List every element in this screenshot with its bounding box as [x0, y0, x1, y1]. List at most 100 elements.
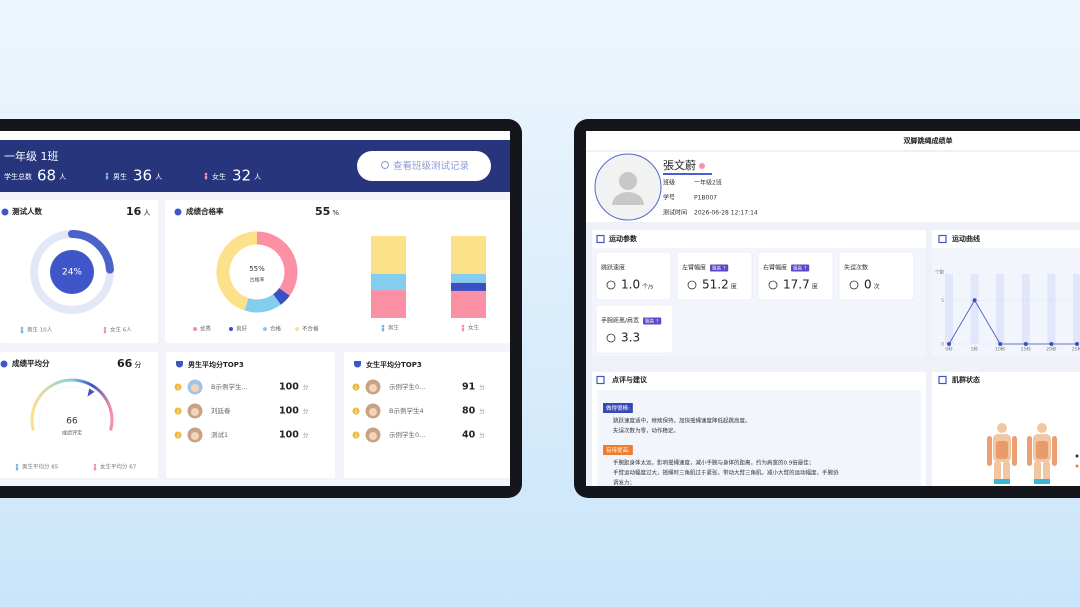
param-icon [687, 280, 697, 290]
avatar-face [369, 432, 377, 440]
top-list-card [166, 352, 335, 478]
badge [791, 264, 810, 272]
person-icon [103, 326, 107, 330]
param-label: 手腕距离/肩宽 [601, 317, 639, 325]
person-icon [204, 172, 208, 176]
ring-segment [256, 231, 298, 296]
comment-line: 跳跃速度适中，继续保持，加快摇绳速度降低起跳高度。 [613, 417, 751, 425]
rank-badge [352, 407, 360, 415]
unit: 次 [874, 283, 880, 291]
avatar-face [191, 432, 199, 440]
legend-dot [1075, 454, 1079, 458]
comment-line: 调发力； [613, 479, 635, 487]
legend-dot [1075, 464, 1079, 468]
x-tick-label: 15秒 [1021, 346, 1032, 353]
total-label: 学生总数 [4, 172, 32, 181]
body-leg [994, 461, 1001, 481]
body-muscle [1036, 441, 1048, 459]
field-value: P1B007 [694, 195, 717, 202]
x-tick-label: 10秒 [995, 346, 1006, 353]
trophy-icon [176, 361, 183, 368]
student-name: 测试1 [211, 430, 228, 439]
curve-point [998, 342, 1003, 346]
avatar-face [369, 408, 377, 416]
avatar-silhouette [619, 172, 637, 190]
rank-badge [352, 383, 360, 391]
girls-count: 32 [232, 167, 251, 185]
card-title: 女生平均分TOP3 [366, 360, 422, 369]
gauge-value: 66 [66, 417, 78, 427]
curve-point [972, 298, 977, 303]
class-name: 一年级 1班 [4, 149, 59, 163]
column-band [1073, 274, 1080, 344]
field-label: 班级 [663, 179, 675, 187]
body-leg [1034, 461, 1041, 481]
x-tick-label: 20秒 [1046, 346, 1057, 353]
column-band [970, 274, 979, 344]
comments-area [597, 390, 921, 486]
ring-segment [216, 231, 258, 311]
legend-label: 合格 [270, 325, 282, 333]
ring-label: 24% [62, 268, 82, 278]
boys-count: 36 [133, 167, 152, 185]
girls-average: 女生平均分 67 [100, 463, 137, 471]
avatar-face [369, 384, 377, 392]
param-icon [606, 280, 616, 290]
unit: 分 [303, 408, 309, 416]
student-score: 91 [462, 382, 475, 393]
body-foot [994, 479, 1010, 484]
unit: 分 [479, 432, 485, 440]
y-tick-label: 0 [941, 342, 944, 348]
person-icon [461, 327, 465, 332]
person-icon [105, 172, 109, 176]
profile-panel [586, 152, 1080, 222]
gender-icon [699, 163, 705, 169]
tag [603, 445, 633, 455]
person-icon [204, 175, 208, 180]
param-card [838, 251, 915, 301]
column-band [1047, 274, 1056, 344]
unit: 人 [155, 173, 162, 181]
person-icon [20, 329, 24, 334]
unit: 人 [59, 173, 66, 181]
curve-line [948, 299, 1077, 345]
unit: 度 [812, 283, 818, 291]
unit: 人 [254, 173, 261, 181]
bar-label: 男生 [388, 324, 400, 332]
card-value: 66 [117, 357, 133, 370]
rank-badge [174, 431, 182, 439]
body-arm [987, 436, 992, 466]
param-card [595, 304, 674, 354]
title-icon [1, 208, 9, 216]
gauge-needle [87, 388, 95, 397]
rank: 1 [177, 385, 180, 391]
student-name: 示例学生0... [389, 382, 425, 391]
student-score: 100 [279, 382, 299, 393]
rank: 1 [355, 385, 358, 391]
panel-icon [596, 234, 605, 244]
param-card [676, 251, 753, 301]
title-icon [174, 208, 182, 216]
student-name: 刘廷春 [211, 406, 231, 415]
girls-count: 女生 6人 [110, 326, 132, 334]
body-head [1037, 423, 1047, 433]
top-list-card [344, 352, 510, 478]
panel-icon [596, 375, 605, 385]
records-button[interactable] [357, 151, 491, 181]
field-value: 2026-06-28 12:17:14 [694, 210, 758, 217]
curve-point [1023, 342, 1028, 346]
student-score: 80 [462, 406, 476, 417]
body-arm [1012, 436, 1017, 466]
rank: 2 [355, 409, 358, 415]
boys-count: 男生 10人 [27, 326, 53, 334]
card-title: 测试人数 [12, 206, 42, 216]
search-icon [381, 161, 389, 169]
total-count: 68 [37, 167, 56, 185]
panel-icon [938, 375, 947, 385]
badge [643, 317, 662, 325]
column-band [996, 274, 1005, 344]
bar-label: 女生 [468, 324, 480, 332]
param-icon [849, 280, 859, 290]
title-icon [0, 360, 8, 368]
